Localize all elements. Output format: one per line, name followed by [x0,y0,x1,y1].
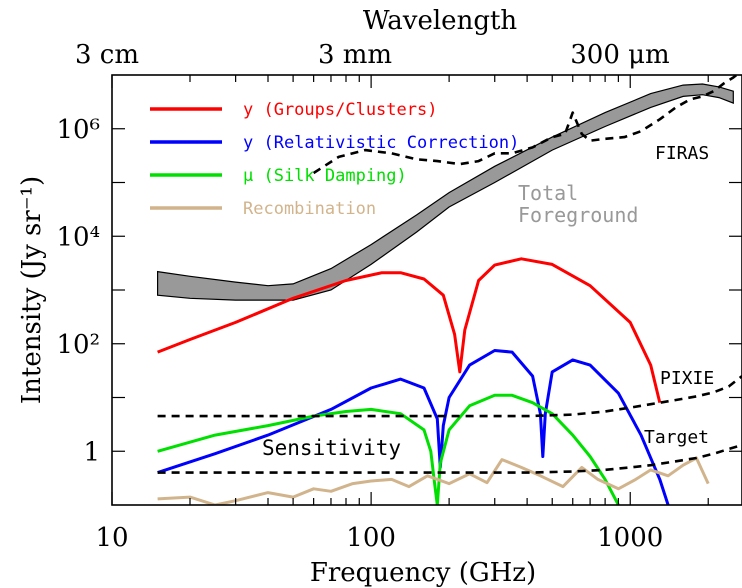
x-tick-label: 10 [95,523,128,553]
legend-label: μ (Silk Damping) [243,166,407,186]
x-axis-label: Frequency (GHz) [310,558,536,588]
axes [111,74,742,506]
top-tick-label: 3 cm [75,40,139,70]
plot-clip-group [157,75,742,505]
target-label: Target [644,427,709,448]
total-foreground-label: Total [518,181,578,205]
top-tick-label: 300 μm [570,40,669,70]
series-silk-damping [157,393,620,505]
series-firas [312,75,739,175]
legend-label: Recombination [243,199,376,219]
labels: Frequency (GHz) Wavelength Intensity (Jy… [17,6,714,588]
legend-label: y (Relativistic Correction) [243,133,519,153]
series-pixie [157,375,742,418]
series-target [157,443,742,474]
sensitivity-label: Sensitivity [262,436,401,460]
x-tick-label: 1000 [597,523,663,553]
y-tick-label: 10² [56,330,100,360]
top-tick-label: 3 mm [318,40,392,70]
series-y-relativistic-correction [157,349,670,505]
pixie-label: PIXIE [660,368,714,389]
legend-label: y (Groups/Clusters) [243,100,437,120]
y-tick-label: 10⁶ [56,115,100,145]
y-tick-label: 10⁴ [56,222,100,252]
series-y-groups-clusters [157,257,662,404]
firas-label: FIRAS [655,143,709,164]
x-tick-label: 100 [346,523,396,553]
top-axis-label: Wavelength [363,6,518,36]
total-foreground-label: Foreground [518,203,638,227]
y-tick-label: 1 [83,437,100,467]
y-axis-label: Intensity (Jy sr⁻¹) [17,176,47,404]
total-foreground-band [157,83,734,301]
plot-area [157,75,742,505]
